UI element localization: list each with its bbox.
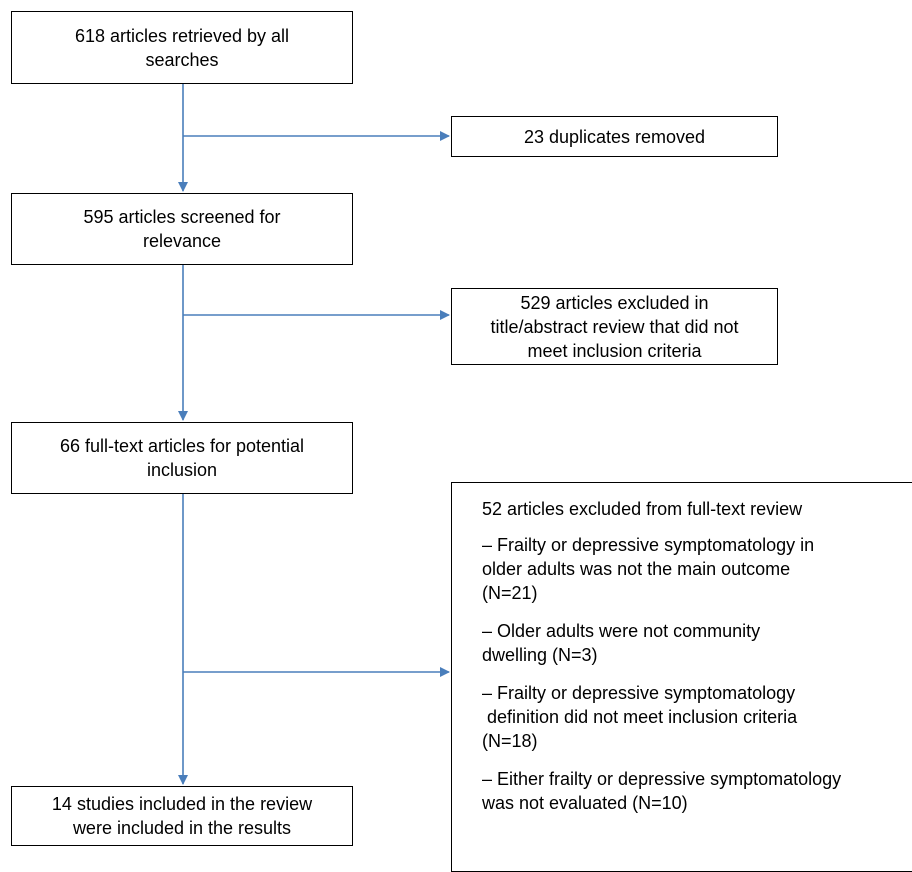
exclusions-title: 52 articles excluded from full-text revi… xyxy=(482,499,803,519)
box-articles-screened: 595 articles screened for relevance xyxy=(11,193,353,265)
box-duplicates-removed: 23 duplicates removed xyxy=(451,116,778,157)
exclusion-item-community-dwelling: – Older adults were not community dwelli… xyxy=(482,619,910,667)
box-articles-retrieved: 618 articles retrieved by all searches xyxy=(11,11,353,84)
exclusion-text-line: – Older adults were not community xyxy=(482,621,761,641)
box-text-line: 618 articles retrieved by all xyxy=(74,25,290,46)
box-text-line: 595 articles screened for xyxy=(83,207,281,227)
box-full-text-articles: 66 full-text articles for potential incl… xyxy=(11,422,353,494)
exclusion-item-main-outcome: – Frailty or depressive symptomatology i… xyxy=(482,533,910,605)
box-text-line: meet inclusion criteria xyxy=(527,340,702,361)
box-text-line: were included in the results xyxy=(72,818,292,838)
box-text-line: inclusion xyxy=(146,460,218,480)
box-text-line: 529 articles excluded in xyxy=(520,292,709,313)
exclusion-text-line: (N=18) xyxy=(482,731,538,751)
box-text-line: 66 full-text articles for potential xyxy=(59,436,305,456)
exclusion-item-not-evaluated: – Either frailty or depressive symptomat… xyxy=(482,767,910,815)
exclusion-text-line: older adults was not the main outcome xyxy=(482,559,791,579)
exclusion-text-line: was not evaluated (N=10) xyxy=(482,793,688,813)
box-title-abstract-exclusions: 529 articles excluded in title/abstract … xyxy=(451,288,778,365)
exclusion-text-line: – Frailty or depressive symptomatology xyxy=(482,683,796,703)
exclusion-text-line: – Frailty or depressive symptomatology i… xyxy=(482,535,815,555)
box-text-line: searches xyxy=(145,49,219,70)
exclusion-text-line: definition did not meet inclusion criter… xyxy=(482,707,798,727)
exclusion-text-line: dwelling (N=3) xyxy=(482,645,598,665)
box-text-line: 14 studies included in the review xyxy=(51,794,313,814)
box-text-line: title/abstract review that did not xyxy=(490,316,739,337)
exclusion-item-definition: – Frailty or depressive symptomatology d… xyxy=(482,681,910,753)
box-full-text-exclusions: 52 articles excluded from full-text revi… xyxy=(451,482,912,872)
box-studies-included: 14 studies included in the review were i… xyxy=(11,786,353,846)
box-text-line: 23 duplicates removed xyxy=(523,126,706,147)
box-text-line: relevance xyxy=(142,231,222,251)
exclusion-text-line: (N=21) xyxy=(482,583,538,603)
exclusion-text-line: – Either frailty or depressive symptomat… xyxy=(482,769,842,789)
